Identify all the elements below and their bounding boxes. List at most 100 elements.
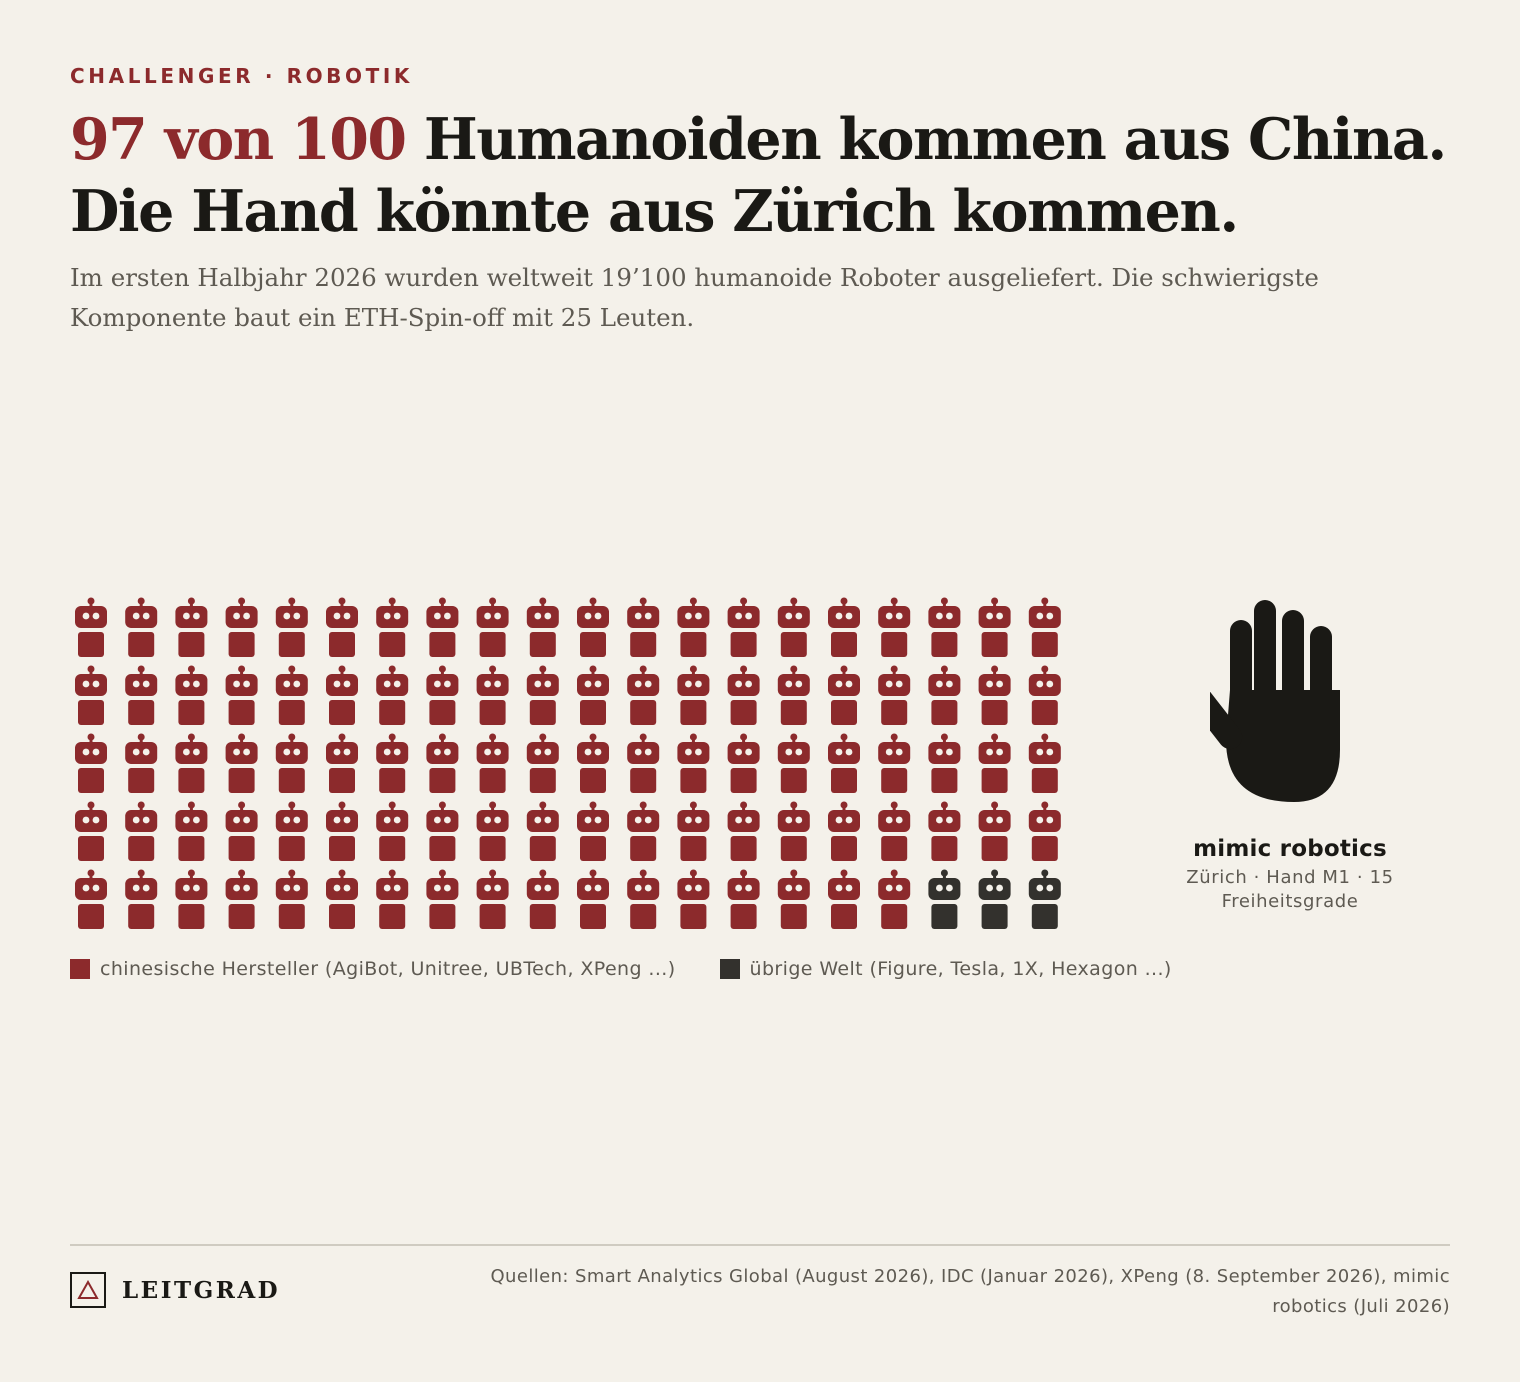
footer-divider [70, 1244, 1450, 1246]
robot-icon [777, 597, 810, 657]
robot-icon [1028, 869, 1061, 929]
robot-icon [526, 665, 559, 725]
robot-icon [175, 597, 208, 657]
waffle-chart [75, 597, 1061, 929]
hand-name: mimic robotics [1193, 836, 1387, 862]
robot-icon [677, 869, 710, 929]
hand-description: Zürich · Hand M1 · 15 Freiheitsgrade [1186, 867, 1394, 912]
robot-icon [426, 869, 459, 929]
robot-icon [225, 733, 258, 793]
robot-icon [225, 869, 258, 929]
robot-icon [75, 665, 107, 725]
robot-icon [476, 869, 509, 929]
robot-icon [275, 869, 308, 929]
robot-icon [828, 665, 860, 725]
hand-icon [1210, 600, 1340, 802]
robot-icon [577, 733, 609, 793]
robot-icon [75, 733, 107, 793]
brand-name: LEITGRAD [122, 1276, 281, 1304]
robot-icon [878, 869, 911, 929]
robot-icon [627, 869, 660, 929]
robot-icon [828, 801, 860, 861]
robot-icon [75, 597, 107, 657]
subtitle: Im ersten Halbjahr 2026 wurden weltweit … [70, 263, 1319, 332]
robot-icon [777, 733, 810, 793]
robot-icon [1028, 597, 1061, 657]
legend-swatch-china [70, 959, 90, 979]
robot-icon [727, 733, 760, 793]
robot-icon [275, 665, 308, 725]
legend-swatch-world [719, 959, 740, 979]
robot-icon [426, 801, 459, 861]
robot-icon [326, 665, 358, 725]
robot-icon [878, 597, 911, 657]
robot-icon [677, 801, 710, 861]
robot-icon [125, 597, 158, 657]
robot-icon [677, 597, 710, 657]
robot-icon [928, 597, 961, 657]
robot-icon [828, 869, 860, 929]
legend-label-china: chinesische Hersteller (AgiBot, Unitree,… [100, 958, 676, 980]
kicker: CHALLENGER · ROBOTIK [70, 64, 414, 88]
robot-icon [225, 665, 258, 725]
brand-logo: LEITGRAD [70, 1272, 280, 1308]
robot-icon [175, 801, 208, 861]
robot-icon [476, 801, 509, 861]
robot-icon [225, 801, 258, 861]
legend-item-china: chinesische Hersteller (AgiBot, Unitree,… [70, 958, 676, 980]
robot-icon [426, 733, 459, 793]
robot-icon [526, 801, 559, 861]
robot-icon [476, 733, 509, 793]
robot-icon [376, 597, 409, 657]
sources: Quellen: Smart Analytics Global (August … [490, 1266, 1450, 1317]
robot-icon [577, 665, 609, 725]
robot-icon [878, 665, 911, 725]
robot-icon [376, 733, 409, 793]
robot-icon [175, 869, 208, 929]
robot-icon [978, 801, 1011, 861]
robot-icon [727, 801, 760, 861]
robot-icon [526, 597, 559, 657]
robot-icon [878, 733, 911, 793]
robot-icon [125, 869, 158, 929]
robot-icon [577, 801, 609, 861]
robot-icon [426, 597, 459, 657]
robot-icon [928, 665, 961, 725]
robot-icon [326, 801, 358, 861]
hand-highlight: mimic robotics Zürich · Hand M1 · 15 Fre… [1160, 600, 1420, 914]
robot-icon [376, 665, 409, 725]
robot-icon [978, 665, 1011, 725]
robot-icon [928, 801, 961, 861]
headline-accent: 97 von 100 [70, 106, 407, 173]
robot-icon [476, 597, 509, 657]
triangle-logo-icon [70, 1272, 106, 1308]
robot-icon [275, 597, 308, 657]
robot-icon [376, 869, 409, 929]
robot-icon [677, 733, 710, 793]
robot-icon [928, 733, 961, 793]
robot-icon [326, 869, 358, 929]
robot-icon [326, 597, 358, 657]
legend: chinesische Hersteller (AgiBot, Unitree,… [70, 958, 1172, 980]
robot-icon [978, 597, 1011, 657]
robot-icon [275, 733, 308, 793]
robot-icon [125, 733, 158, 793]
headline-rest: Humanoiden kommen aus China. Die Hand kö… [70, 106, 1447, 245]
robot-icon [627, 665, 660, 725]
robot-icon [928, 869, 961, 929]
robot-icon [526, 869, 559, 929]
robot-icon [727, 597, 760, 657]
robot-icon [376, 801, 409, 861]
robot-icon [125, 801, 158, 861]
robot-icon [677, 665, 710, 725]
robot-icon [75, 801, 107, 861]
robot-icon [1028, 733, 1061, 793]
robot-icon [1028, 665, 1061, 725]
robot-icon [627, 597, 660, 657]
robot-icon [878, 801, 911, 861]
robot-icon [426, 665, 459, 725]
robot-icon [978, 869, 1011, 929]
robot-icon [828, 733, 860, 793]
robot-icon [777, 801, 810, 861]
robot-icon [326, 733, 358, 793]
